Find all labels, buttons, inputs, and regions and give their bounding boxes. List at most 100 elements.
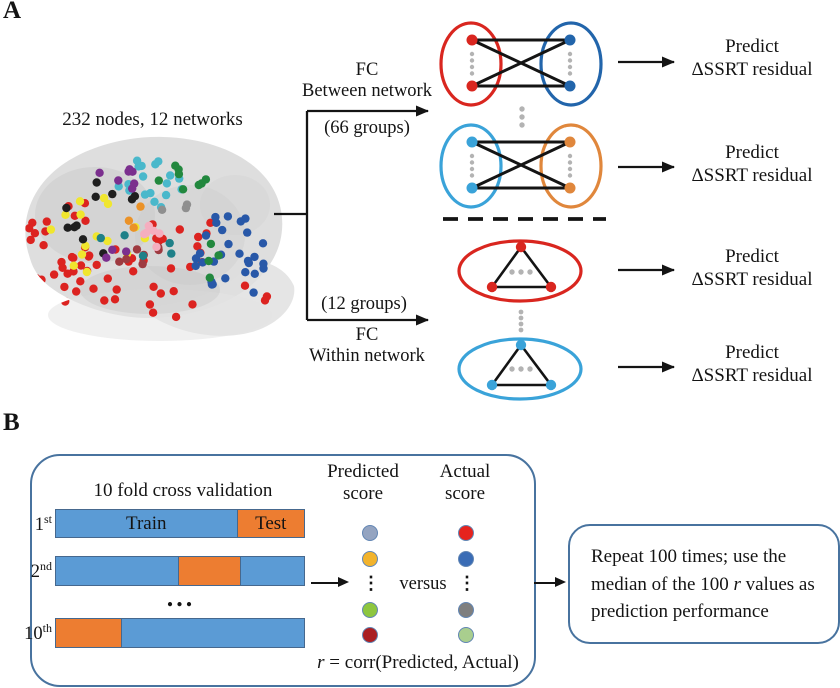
brain-node-red [67,252,77,262]
brain-node-blue [201,231,211,240]
brain-node-purple [108,245,117,254]
brain-node-blue [244,258,253,268]
brain-node-purple [95,168,104,177]
panel-a-label: A [3,0,22,24]
brain-node-teal [120,231,129,240]
panel-a-graphics [25,21,675,401]
brain-node-green [178,185,188,194]
network-ellipse-light-blue [457,337,583,401]
brain-caption: 232 nodes, 12 networks [62,109,243,130]
brain-node-black [62,203,71,213]
train-label: Train [126,512,167,534]
brain-node-cyan [132,156,142,165]
brain-node-black [78,235,88,244]
predict-label-2: Predict ΔSSRT residual [691,142,813,186]
brain-node-red [49,270,59,279]
brain-node-teal [138,251,148,261]
brain-node-red [60,297,70,306]
test-label: Test [255,512,287,534]
brain-node-cyan [138,172,148,181]
brain-node-teal [96,233,106,243]
brain-node-blue [241,268,250,277]
network-ellipse-light-blue [439,123,503,209]
predict-label-4: Predict ΔSSRT residual [691,342,813,386]
r-symbol: r [733,573,741,595]
brain-node-yellow [46,225,56,234]
brain-node-red [63,269,72,278]
brain-node-red [39,241,48,250]
actual-score-header: Actual score [439,461,491,504]
brain-node-red [166,264,176,273]
brain-node-green [197,179,206,188]
brain-node-black [91,192,100,201]
fc-label: FC [355,60,379,80]
repeat-box: Repeat 100 times; use the median of the … [568,524,840,644]
brain-node-blue [241,214,250,223]
r-symbol: r [317,652,325,673]
within-pairs-ellipsis [518,309,524,333]
brain-node-cyan [161,190,171,200]
brain-node-blue [224,239,233,249]
scores-to-repeat-arrow [534,576,566,589]
brain-node-red [110,295,120,304]
network-ellipse-dark-blue [539,21,603,107]
brain-node-green [214,251,223,260]
brain-node-green [206,239,216,249]
brain-node-yellow [82,267,92,277]
brain-node-red [188,300,197,309]
brain-node-red [30,229,40,238]
brain-node-red [148,308,158,317]
brain-node-red [92,260,101,270]
predict-arrows [618,56,675,373]
branch-connector [274,105,429,326]
brain-node-maroon [138,259,147,269]
brain-node-red [89,284,98,293]
versus-label: versus [399,574,447,594]
brain-node-red [145,300,155,309]
brain-node-red [193,242,202,251]
brain-node-yellow [103,199,113,209]
brain-node-red [103,274,113,283]
cv-bar-10 [55,618,305,648]
groups-12-label: (12 groups) [321,294,407,314]
brain-node-red [194,232,203,242]
brain-node-blue [249,288,258,297]
train-segment [239,557,304,585]
brain-node-red [26,235,35,245]
brain-node-black [63,223,72,232]
score-dot [362,525,378,541]
test-segment [178,557,240,585]
brain-node-red [25,224,34,233]
test-segment [56,619,122,647]
brain-node-orange [136,202,145,211]
brain-node-teal [165,238,174,248]
brain-node-black [72,221,81,230]
between-network-pair-2 [439,123,603,209]
ellipsis-glyph: ⋮ [362,573,380,593]
brain-node-maroon [115,257,124,266]
brain-node-pink [152,242,161,252]
network-ellipse-orange [539,123,603,209]
brain-node-blue [218,225,227,235]
cv-bar-2 [55,556,305,586]
brain-node-cyan [166,171,175,180]
fc-within-label: FC Within network [287,325,447,367]
brain-node-green [171,161,180,170]
network-ellipse-red [457,239,583,303]
brain-node-purple [124,167,133,176]
bars-to-scores-arrow [311,576,349,589]
brain-node-yellow [69,261,79,270]
brain-node-yellow [61,210,70,219]
brain-node-green [204,256,213,266]
between-pairs-ellipsis [519,106,525,128]
brain-node-maroon [132,245,142,254]
brain-node-orange [124,216,134,225]
brain-node-gray [157,205,167,214]
rows-ellipsis: ... [166,583,196,612]
brain-node-cyan [146,188,155,198]
node-ellipsis-dots [509,269,533,275]
brain-node-red [84,252,93,261]
fc-between-label: FC Between network [287,60,447,102]
predicted-score-column: ⋮ [362,525,380,643]
brain-node-blue [208,280,217,289]
